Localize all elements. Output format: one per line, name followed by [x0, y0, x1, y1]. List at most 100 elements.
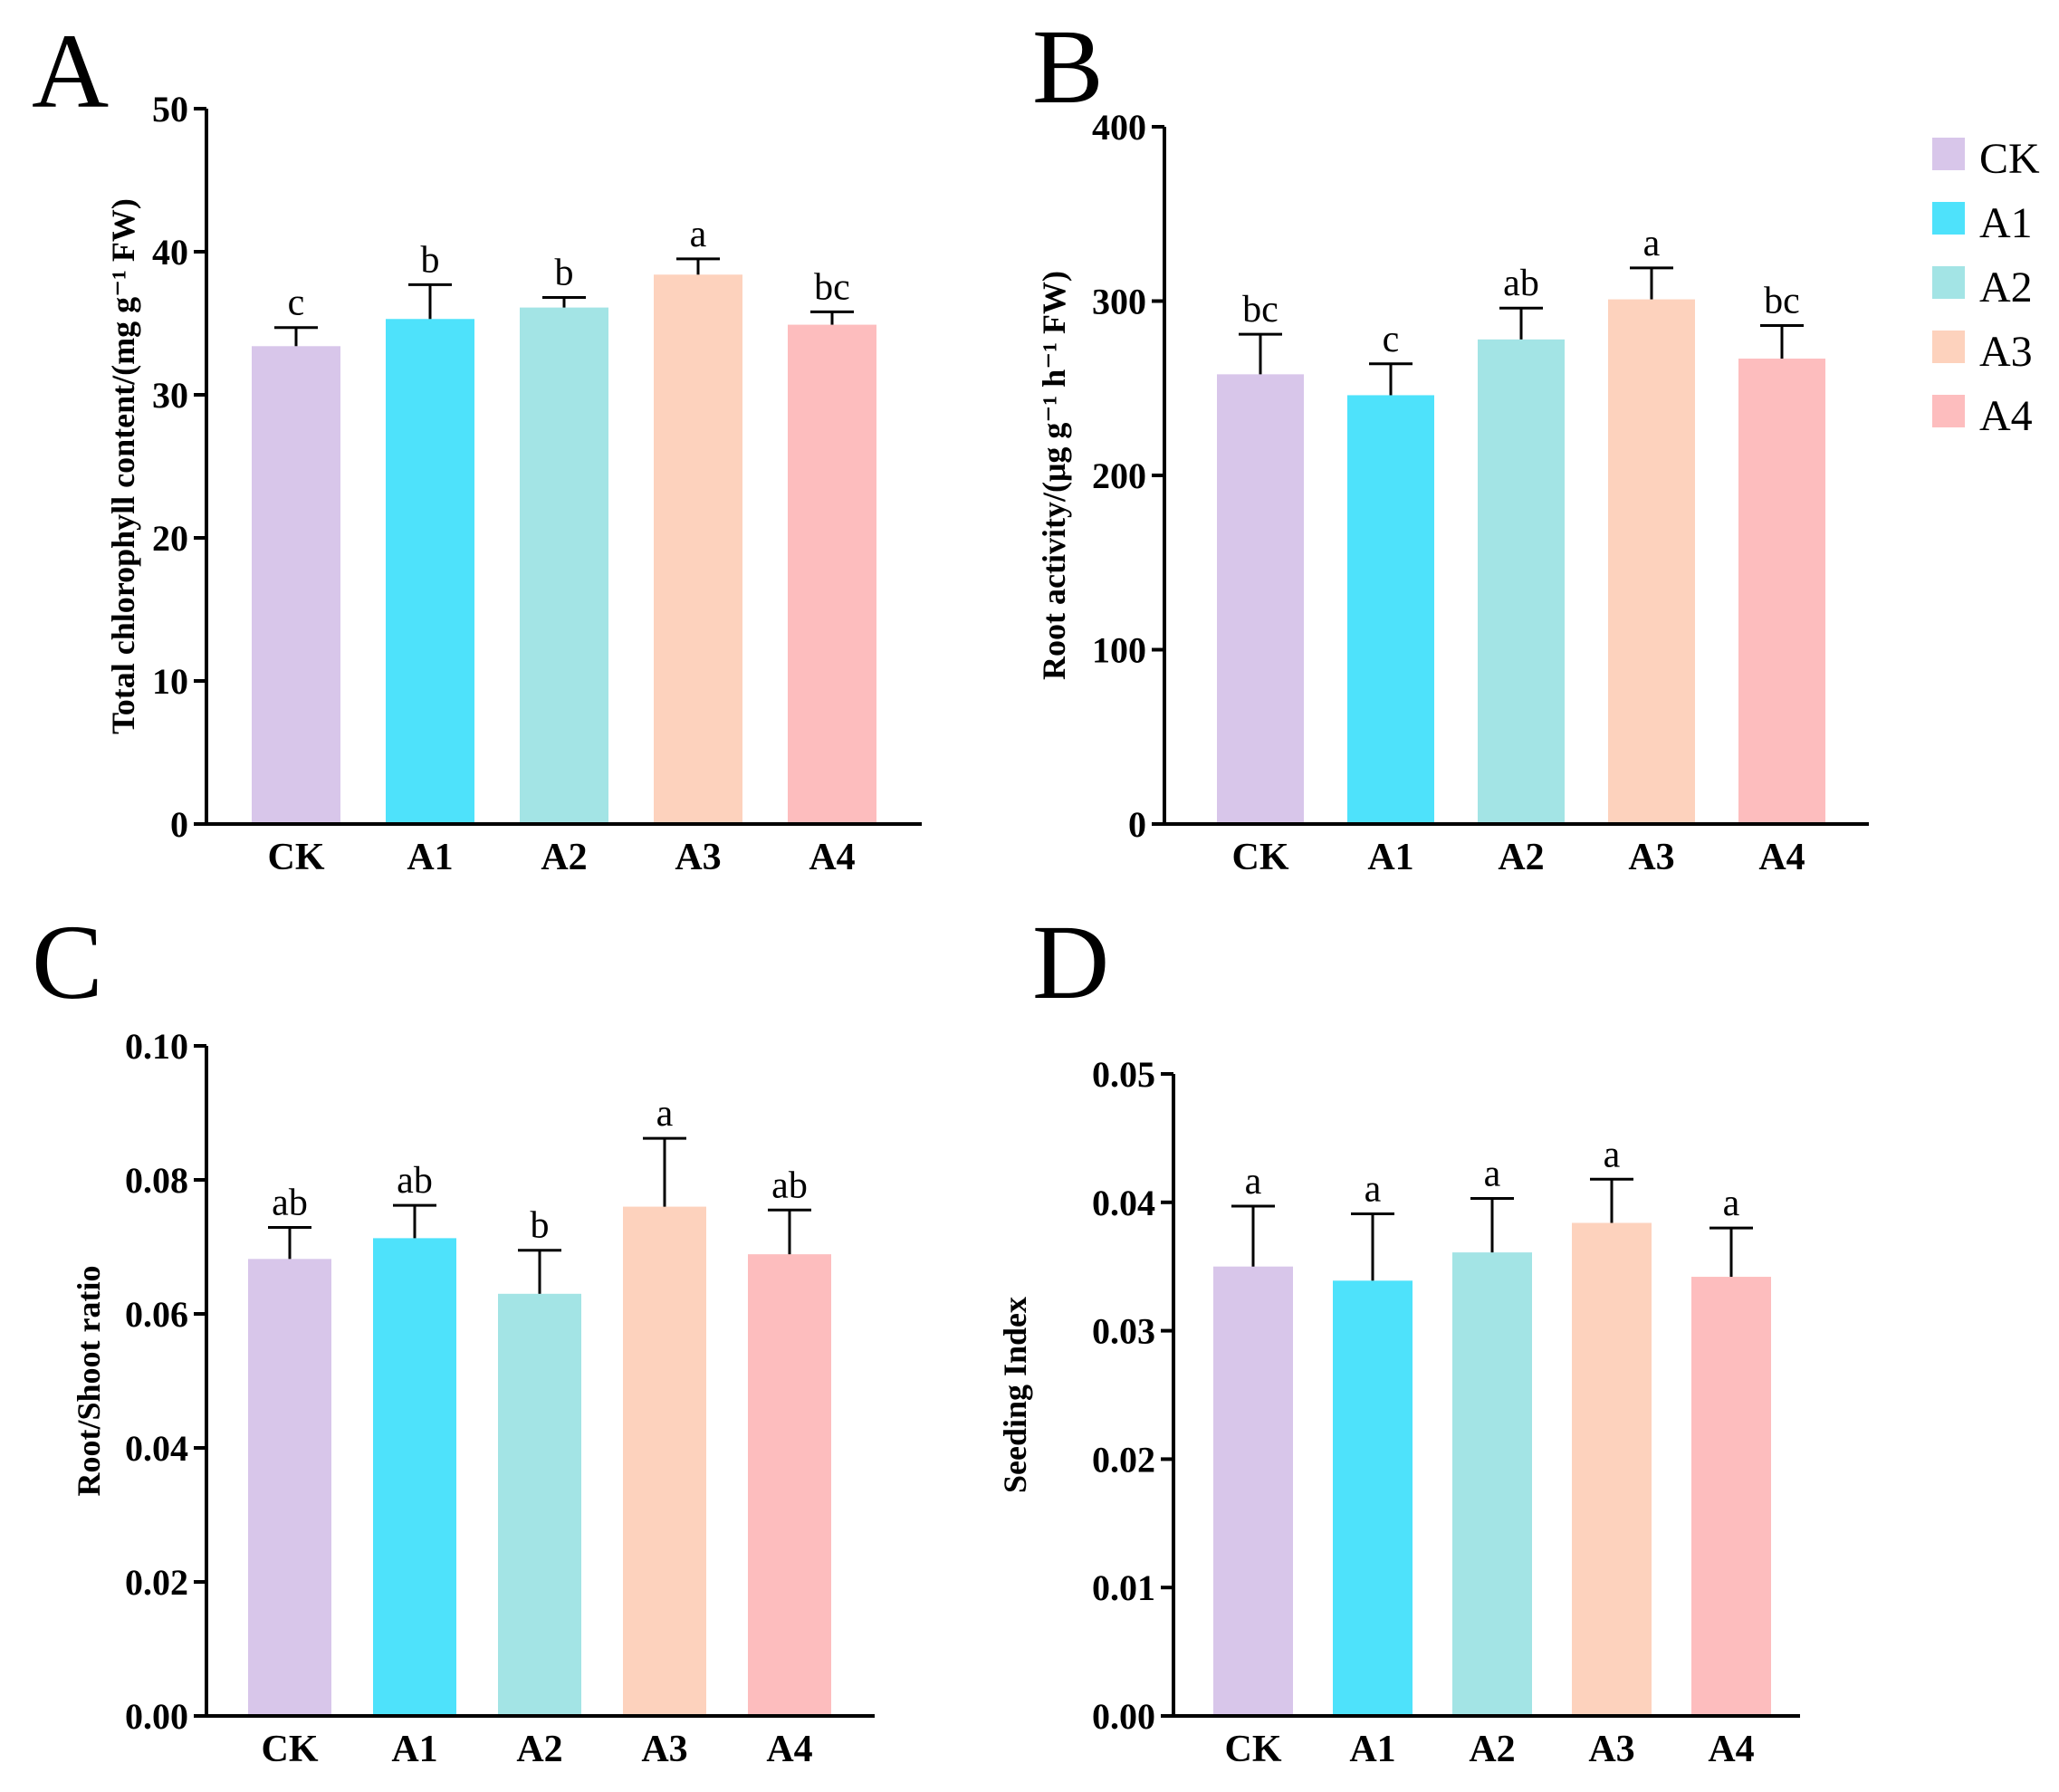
legend-swatch-ck [1932, 138, 1965, 170]
significance-label-c-a2: b [531, 1205, 550, 1247]
legend-label-ck: CK [1979, 135, 2040, 183]
significance-label-d-a3: a [1604, 1134, 1621, 1175]
significance-label-b-a3: a [1643, 223, 1661, 264]
y-tick-label-d-1: 0.01 [1092, 1567, 1155, 1608]
legend-swatch-a1 [1932, 202, 1965, 235]
significance-label-d-a2: a [1484, 1154, 1501, 1195]
category-label-a-a1: A1 [407, 837, 453, 878]
y-tick-label-a-1: 10 [152, 661, 188, 702]
y-axis-title-d: Seeding Index [997, 1297, 1033, 1493]
y-tick-label-b-3: 300 [1092, 282, 1146, 322]
y-tick-label-d-4: 0.04 [1092, 1183, 1155, 1223]
category-label-c-a4: A4 [766, 1729, 812, 1770]
legend-swatch-a2 [1932, 266, 1965, 299]
bar-b-a3 [1608, 299, 1695, 824]
significance-label-c-a3: a [656, 1093, 674, 1135]
panel-letter-a: A [32, 12, 109, 130]
significance-label-b-a2: ab [1503, 263, 1539, 304]
significance-label-d-ck: a [1245, 1161, 1262, 1203]
y-tick-label-c-2: 0.04 [125, 1428, 188, 1469]
bar-a-ck [252, 346, 340, 824]
category-label-b-ck: CK [1232, 837, 1289, 878]
bar-d-a2 [1452, 1252, 1532, 1716]
y-tick-label-d-2: 0.02 [1092, 1439, 1155, 1480]
bar-c-a1 [373, 1238, 456, 1716]
category-label-c-a2: A2 [516, 1729, 562, 1770]
y-axis-title-b: Root activity/(μg g⁻¹ h⁻¹ FW) [1036, 271, 1072, 680]
category-label-d-a2: A2 [1469, 1729, 1515, 1770]
significance-label-a-a1: b [421, 239, 440, 281]
y-tick-label-c-4: 0.08 [125, 1160, 188, 1201]
y-tick-label-d-3: 0.03 [1092, 1311, 1155, 1352]
y-tick-label-c-5: 0.10 [125, 1026, 188, 1067]
y-tick-label-b-0: 0 [1128, 804, 1146, 845]
y-tick-label-b-1: 100 [1092, 630, 1146, 671]
panel-letter-c: C [32, 903, 103, 1021]
bar-d-a3 [1572, 1222, 1652, 1716]
panel-letter-b: B [1032, 7, 1104, 126]
category-label-b-a3: A3 [1628, 837, 1674, 878]
bar-a-a1 [386, 319, 474, 824]
category-label-d-a3: A3 [1588, 1729, 1634, 1770]
category-label-b-a1: A1 [1367, 837, 1413, 878]
significance-label-c-ck: ab [272, 1183, 308, 1224]
y-tick-label-b-4: 400 [1092, 107, 1146, 148]
category-label-a-a4: A4 [809, 837, 855, 878]
significance-label-b-ck: bc [1242, 289, 1278, 331]
panel-c-chart: ab CK ab A1 b A2 a A3 ab A4 0.00 0.02 0.04 0.06 0.08 0.… [71, 1026, 875, 1770]
significance-label-c-a1: ab [397, 1160, 433, 1202]
bar-b-a2 [1478, 339, 1565, 825]
y-tick-label-b-2: 200 [1092, 455, 1146, 496]
bar-c-ck [248, 1259, 331, 1716]
legend-label-a2: A2 [1979, 264, 2033, 311]
y-tick-label-a-2: 20 [152, 518, 188, 559]
category-label-b-a4: A4 [1758, 837, 1805, 878]
bar-d-a1 [1333, 1280, 1413, 1716]
significance-label-a-a3: a [690, 214, 707, 255]
significance-label-a-a4: bc [814, 266, 850, 308]
legend: CK A1 A2 A3 A4 [1932, 135, 2040, 440]
y-axis-title-c: Root/Shoot ratio [71, 1266, 107, 1497]
bar-d-ck [1213, 1266, 1293, 1716]
significance-label-a-ck: c [288, 283, 305, 324]
significance-label-c-a4: ab [771, 1164, 808, 1206]
bar-a-a2 [520, 307, 608, 824]
category-label-b-a2: A2 [1498, 837, 1544, 878]
panel-letter-d: D [1032, 903, 1109, 1021]
significance-label-d-a1: a [1365, 1169, 1382, 1211]
significance-label-b-a4: bc [1764, 280, 1800, 321]
bar-a-a3 [654, 274, 742, 824]
panel-a-chart: c CK b A1 b A2 a A3 bc A4 0 10 20 30 40 50 Total chlorop… [105, 89, 922, 878]
significance-label-a-a2: b [555, 253, 574, 294]
bar-a-a4 [788, 324, 876, 825]
y-tick-label-c-0: 0.00 [125, 1696, 188, 1737]
legend-swatch-a3 [1932, 331, 1965, 363]
legend-label-a4: A4 [1979, 392, 2033, 440]
y-tick-label-c-3: 0.06 [125, 1294, 188, 1335]
legend-label-a3: A3 [1979, 328, 2033, 376]
y-tick-label-c-1: 0.02 [125, 1562, 188, 1603]
y-tick-label-a-0: 0 [170, 804, 188, 845]
legend-label-a1: A1 [1979, 199, 2033, 247]
significance-label-b-a1: c [1383, 319, 1400, 360]
y-tick-label-a-5: 50 [152, 89, 188, 129]
category-label-d-a1: A1 [1349, 1729, 1395, 1770]
legend-swatch-a4 [1932, 395, 1965, 427]
category-label-d-a4: A4 [1708, 1729, 1754, 1770]
bar-d-a4 [1691, 1277, 1771, 1716]
category-label-d-ck: CK [1225, 1729, 1282, 1770]
bar-c-a4 [748, 1254, 831, 1716]
category-label-a-a2: A2 [541, 837, 587, 878]
panel-b-chart: bc CK c A1 ab A2 a A3 bc A4 0 100 200 300 400 Root acti… [1036, 107, 1869, 878]
category-label-c-a1: A1 [391, 1729, 437, 1770]
category-label-a-ck: CK [268, 837, 325, 878]
y-tick-label-d-5: 0.05 [1092, 1054, 1155, 1095]
bar-c-a3 [623, 1206, 706, 1716]
bar-b-a4 [1738, 359, 1825, 824]
category-label-a-a3: A3 [675, 837, 721, 878]
y-tick-label-a-4: 40 [152, 232, 188, 273]
bar-b-ck [1217, 374, 1304, 824]
y-axis-title-a: Total chlorophyll content/(mg g⁻¹ FW) [105, 198, 141, 734]
panel-d-chart: a CK a A1 a A2 a A3 a A4 0.00 0.01 0.02 0.03 0.04 0.05 S… [997, 1054, 1800, 1770]
